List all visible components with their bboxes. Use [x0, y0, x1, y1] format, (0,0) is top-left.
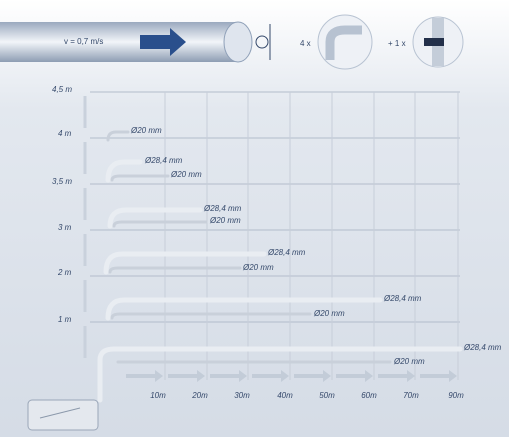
pipe-label: Ø28,4 mm [144, 156, 183, 165]
pipe-20 [108, 266, 242, 274]
pipe-label: Ø28,4 mm [463, 343, 502, 352]
pipe-20 [110, 312, 312, 320]
height-label: 1 m [58, 315, 72, 324]
height-label: 4,5 m [52, 85, 72, 94]
pipe-28 [97, 346, 463, 403]
pipe-label: Ø20 mm [170, 170, 202, 179]
flow-arrow [140, 28, 186, 56]
distance-label: 90m [448, 391, 464, 400]
pipe-28 [105, 297, 383, 321]
distance-label: 70m [403, 391, 419, 400]
elbow [325, 25, 362, 60]
distance-label: 10m [150, 391, 166, 400]
distance-arrows [126, 370, 457, 382]
pipe-28 [103, 251, 267, 275]
pipe-label: Ø20 mm [242, 263, 274, 272]
pipe-label: Ø28,4 mm [383, 294, 422, 303]
velocity: v = 0,7 m/s [64, 37, 103, 46]
pipe-20 [106, 130, 130, 142]
tee-count: + 1 x [388, 39, 406, 48]
pipe-end [223, 21, 253, 63]
pipe-20 [112, 220, 208, 228]
distance-label: 50m [319, 391, 335, 400]
pipe-label: Ø20 mm [130, 126, 162, 135]
pipe [0, 22, 238, 62]
tee-branch [424, 38, 444, 46]
distance-label: 30m [234, 391, 250, 400]
height-label: 2 m [57, 268, 72, 277]
pipe-28 [105, 159, 143, 183]
pipe-label: Ø28,4 mm [267, 248, 306, 257]
pipe-label: Ø20 mm [209, 216, 241, 225]
device [27, 399, 99, 431]
distance-label: 20m [191, 391, 208, 400]
pipe-label: Ø20 mm [393, 357, 425, 366]
pipe-label: Ø20 mm [313, 309, 345, 318]
pipe-label: Ø28,4 mm [203, 204, 242, 213]
diameter-icon [255, 35, 269, 49]
height-label: 3 m [58, 223, 72, 232]
grid [90, 91, 460, 380]
elbow-count: 4 x [300, 39, 311, 48]
device-detail [39, 407, 81, 419]
distance-label: 60m [361, 391, 377, 400]
pipe-20 [110, 174, 170, 182]
height-label: 4 m [58, 129, 72, 138]
pipe-28 [107, 207, 203, 229]
height-label: 3,5 m [52, 177, 72, 186]
distance-label: 40m [277, 391, 293, 400]
